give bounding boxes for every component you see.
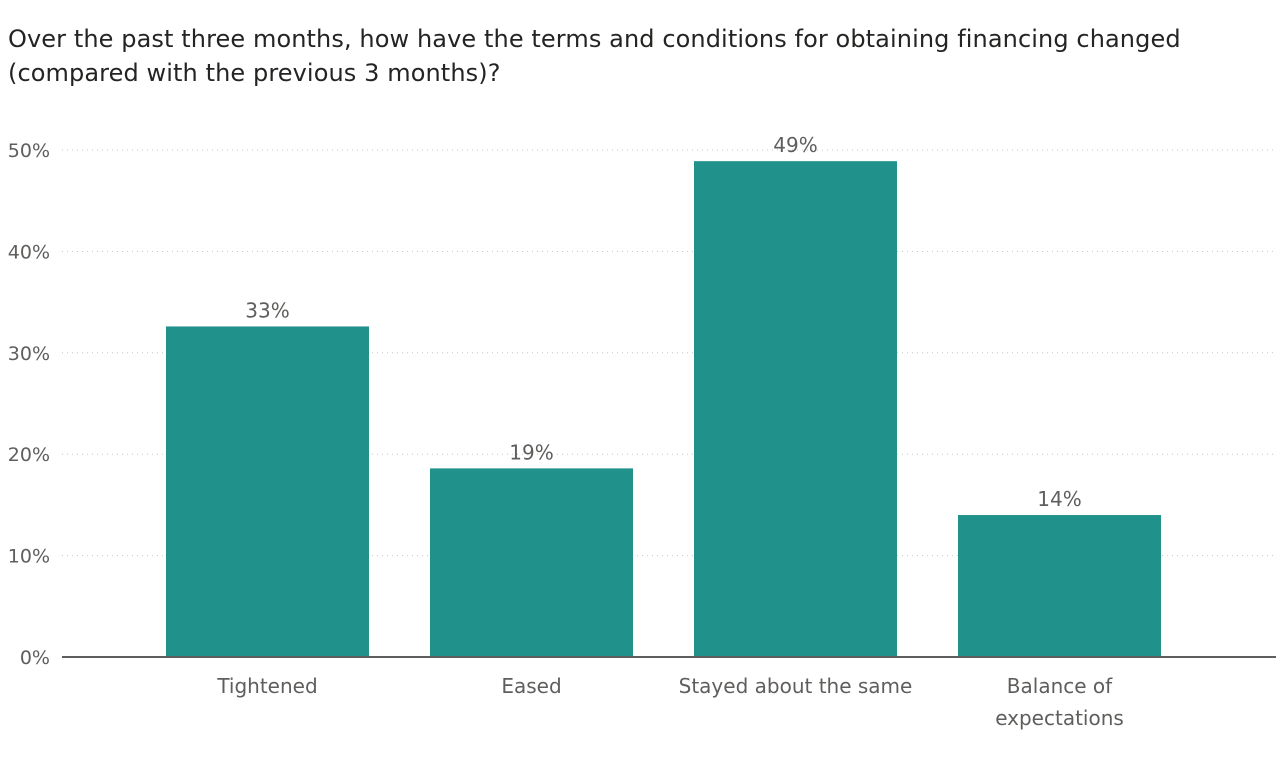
y-tick-label: 40% bbox=[8, 241, 50, 263]
chart-title: Over the past three months, how have the… bbox=[8, 25, 1181, 87]
bar bbox=[694, 161, 897, 658]
x-category-label: Balance of bbox=[1007, 674, 1113, 698]
data-label: 14% bbox=[1037, 487, 1081, 511]
bar bbox=[430, 468, 633, 657]
y-tick-label: 50% bbox=[8, 140, 50, 162]
data-label: 49% bbox=[773, 133, 817, 157]
x-category-label: Eased bbox=[501, 674, 561, 698]
y-tick-label: 20% bbox=[8, 444, 50, 466]
data-labels: 33% 19% 49% 14% bbox=[245, 133, 1081, 511]
x-category-label: expectations bbox=[995, 706, 1124, 730]
bar bbox=[958, 515, 1161, 657]
data-label: 33% bbox=[245, 298, 289, 322]
y-tick-label: 30% bbox=[8, 343, 50, 365]
bars bbox=[166, 161, 1161, 658]
y-tick-label: 10% bbox=[8, 546, 50, 568]
x-axis-categories: Tightened Eased Stayed about the same Balan… bbox=[216, 674, 1123, 730]
y-axis-ticks: 0% 10% 20% 30% 40% 50% bbox=[8, 140, 50, 669]
x-category-label: Stayed about the same bbox=[679, 674, 913, 698]
bar bbox=[166, 326, 369, 657]
x-category-label: Tightened bbox=[216, 674, 317, 698]
data-label: 19% bbox=[509, 440, 553, 464]
y-tick-label: 0% bbox=[20, 647, 50, 669]
